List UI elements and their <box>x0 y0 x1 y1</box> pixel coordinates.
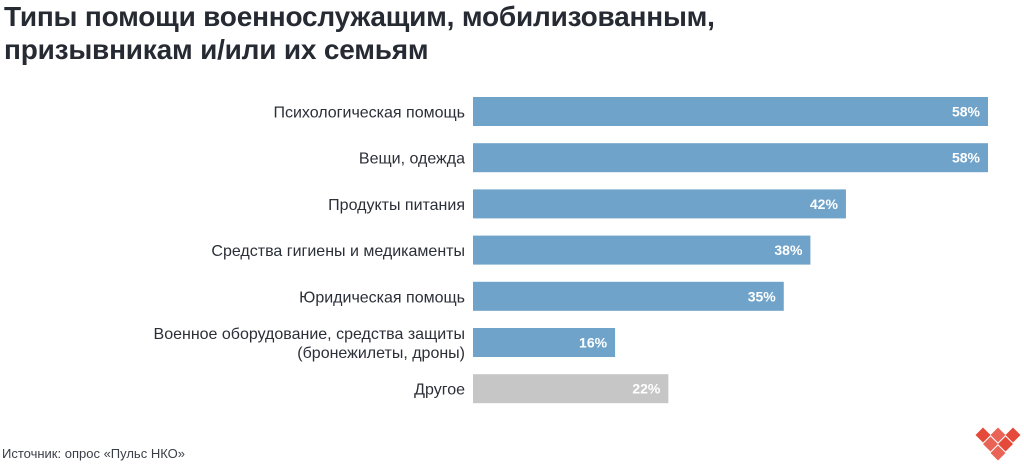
source-note: Источник: опрос «Пульс НКО» <box>2 446 185 461</box>
category-label-4: Средства гигиены и медикаменты <box>211 243 465 260</box>
bar-6 <box>473 328 616 357</box>
bar-value-label-5: 35% <box>748 288 777 304</box>
logo-diamond <box>975 427 991 443</box>
logo-diamond <box>998 436 1013 452</box>
logo-diamond <box>983 436 998 452</box>
bar-value-label-4: 38% <box>774 242 803 258</box>
category-label-7: Другое <box>414 382 465 399</box>
category-label-5: Юридическая помощь <box>299 289 465 306</box>
category-label-6-line-2: (бронежилеты, дроны) <box>297 345 465 362</box>
category-label-2: Вещи, одежда <box>359 151 465 168</box>
chart-title-line-1: Типы помощи военнослужащим, мобилизованн… <box>4 1 715 32</box>
chart-title-line-2: призывникам и/или их семьям <box>4 34 429 65</box>
category-label-6-line-1: Военное оборудование, средства защиты <box>154 326 465 343</box>
bar-value-label-2: 58% <box>952 150 981 166</box>
logo-diamond <box>990 427 1006 443</box>
brand-logo-icon <box>975 427 1021 461</box>
category-label-1: Психологическая помощь <box>273 105 465 122</box>
bar-value-label-6: 16% <box>579 335 608 351</box>
logo-diamond <box>990 445 1006 461</box>
category-label-3: Продукты питания <box>328 197 465 214</box>
bar-1 <box>473 97 988 126</box>
bar-5 <box>473 281 784 311</box>
bar-3 <box>473 189 846 219</box>
bar-chart: 58% Психологическая помощь 58% Вещи, одежда… <box>154 97 988 404</box>
bar-value-label-1: 58% <box>952 104 981 120</box>
bar-4 <box>473 235 811 265</box>
logo-diamond <box>1005 427 1021 443</box>
chart-title: Типы помощи военнослужащим, мобилизованн… <box>4 0 904 66</box>
bar-value-label-7: 22% <box>632 381 661 397</box>
bar-value-label-3: 42% <box>810 196 839 212</box>
bar-7 <box>473 374 669 404</box>
bar-2 <box>473 143 988 173</box>
